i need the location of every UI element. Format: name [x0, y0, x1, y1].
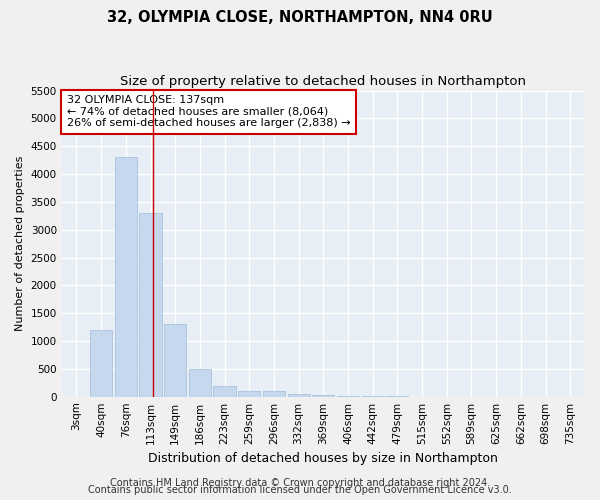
- Text: 32, OLYMPIA CLOSE, NORTHAMPTON, NN4 0RU: 32, OLYMPIA CLOSE, NORTHAMPTON, NN4 0RU: [107, 10, 493, 25]
- Bar: [214, 386, 236, 396]
- Bar: [139, 213, 161, 396]
- Bar: [164, 324, 187, 396]
- Text: Contains HM Land Registry data © Crown copyright and database right 2024.: Contains HM Land Registry data © Crown c…: [110, 478, 490, 488]
- Bar: [312, 395, 334, 396]
- Bar: [115, 158, 137, 396]
- Title: Size of property relative to detached houses in Northampton: Size of property relative to detached ho…: [121, 75, 526, 88]
- Bar: [90, 330, 112, 396]
- Text: Contains public sector information licensed under the Open Government Licence v3: Contains public sector information licen…: [88, 485, 512, 495]
- Y-axis label: Number of detached properties: Number of detached properties: [15, 156, 25, 332]
- X-axis label: Distribution of detached houses by size in Northampton: Distribution of detached houses by size …: [148, 452, 498, 465]
- Bar: [238, 391, 260, 396]
- Bar: [263, 391, 285, 396]
- Bar: [189, 369, 211, 396]
- Bar: [287, 394, 310, 396]
- Text: 32 OLYMPIA CLOSE: 137sqm
← 74% of detached houses are smaller (8,064)
26% of sem: 32 OLYMPIA CLOSE: 137sqm ← 74% of detach…: [67, 95, 350, 128]
